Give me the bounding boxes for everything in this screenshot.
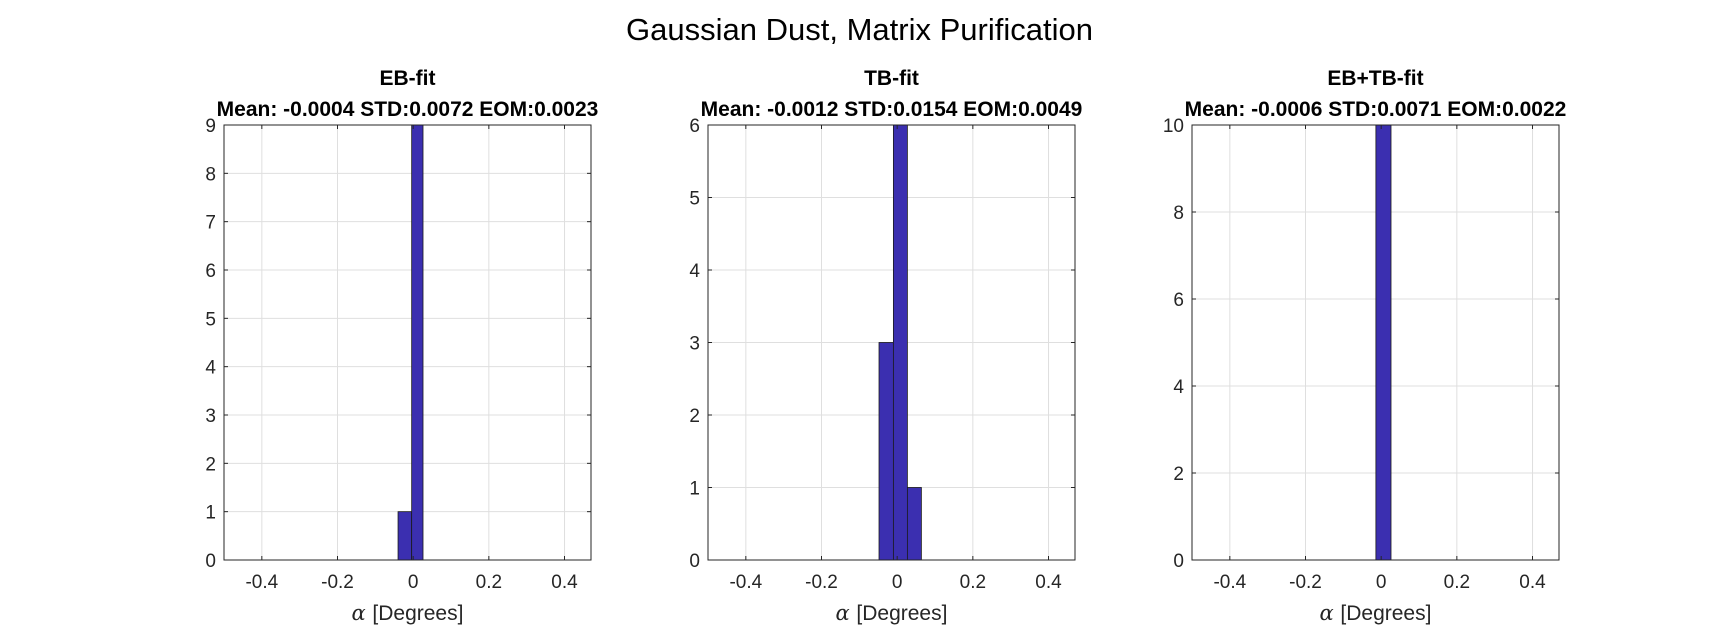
x-axis-unit: [Degrees] bbox=[856, 602, 947, 625]
y-tick-label: 1 bbox=[689, 479, 700, 500]
y-tick-label: 10 bbox=[1163, 116, 1184, 137]
axes-box bbox=[1191, 124, 1560, 561]
x-tick-label: 0.2 bbox=[960, 572, 986, 593]
subplot-stats: Mean: -0.0004 STD:0.0072 EOM:0.0023 bbox=[217, 98, 599, 121]
subplot-title: EB+TB-fit bbox=[1327, 67, 1423, 90]
y-tick-label: 4 bbox=[205, 358, 216, 379]
histogram-bar bbox=[878, 342, 894, 561]
y-tick-label: 5 bbox=[205, 309, 216, 330]
alpha-symbol: α bbox=[352, 601, 373, 625]
x-tick-label: 0 bbox=[1376, 572, 1387, 593]
alpha-symbol: α bbox=[1320, 601, 1341, 625]
y-tick-label: 0 bbox=[689, 551, 700, 572]
histogram-bar bbox=[906, 487, 922, 561]
y-tick-label: 5 bbox=[689, 189, 700, 210]
x-tick-label: 0.4 bbox=[1035, 572, 1062, 593]
x-axis-label: α [Degrees] bbox=[352, 601, 464, 625]
histogram-bar bbox=[411, 124, 424, 561]
y-tick-label: 3 bbox=[689, 334, 700, 355]
subplot-2: -0.4 -0.2 0 0.2 0.4 0 1 2 3 4 5 6 TB-fit Mean: -0.001… bbox=[689, 67, 1082, 625]
y-tick-label: 2 bbox=[689, 406, 700, 427]
axes-box bbox=[223, 124, 592, 561]
x-tick-label: -0.2 bbox=[805, 572, 838, 593]
x-tick-label: -0.4 bbox=[245, 572, 278, 593]
y-tick-label: 0 bbox=[205, 551, 216, 572]
x-axis-label: α [Degrees] bbox=[836, 601, 948, 625]
figure-title: Gaussian Dust, Matrix Purification bbox=[626, 12, 1093, 47]
histogram-bar bbox=[892, 124, 908, 561]
histogram-bar bbox=[1375, 124, 1392, 561]
alpha-symbol: α bbox=[836, 601, 857, 625]
y-tick-label: 6 bbox=[205, 261, 216, 282]
x-tick-label: 0.2 bbox=[476, 572, 502, 593]
y-tick-label: 9 bbox=[205, 116, 216, 137]
x-tick-label: -0.2 bbox=[1289, 572, 1322, 593]
y-tick-label: 7 bbox=[205, 213, 216, 234]
subplot-stats: Mean: -0.0006 STD:0.0071 EOM:0.0022 bbox=[1185, 98, 1567, 121]
x-tick-label: -0.4 bbox=[729, 572, 762, 593]
histogram-bar bbox=[397, 511, 413, 561]
y-tick-label: 6 bbox=[1173, 290, 1184, 311]
subplot-title: EB-fit bbox=[380, 67, 436, 90]
x-tick-label: 0.2 bbox=[1444, 572, 1470, 593]
subplot-1: -0.4 -0.2 0 0.2 0.4 0 1 2 3 4 5 6 7 8 9 EB-fit Mean: -0.… bbox=[205, 67, 598, 625]
x-tick-label: 0 bbox=[892, 572, 903, 593]
x-tick-label: 0.4 bbox=[1519, 572, 1546, 593]
subplot-stats: Mean: -0.0012 STD:0.0154 EOM:0.0049 bbox=[701, 98, 1083, 121]
y-tick-label: 8 bbox=[1173, 203, 1184, 224]
y-tick-label: 4 bbox=[689, 261, 700, 282]
x-axis-label: α [Degrees] bbox=[1320, 601, 1432, 625]
y-tick-label: 3 bbox=[205, 406, 216, 427]
x-tick-label: 0.4 bbox=[551, 572, 578, 593]
y-tick-label: 2 bbox=[205, 454, 216, 475]
x-tick-label: -0.2 bbox=[321, 572, 354, 593]
x-tick-label: 0 bbox=[408, 572, 419, 593]
x-tick-label: -0.4 bbox=[1213, 572, 1246, 593]
y-tick-label: 0 bbox=[1173, 551, 1184, 572]
subplot-3: -0.4 -0.2 0 0.2 0.4 0 2 4 6 8 10 EB+TB-fit Mean: -0.… bbox=[1163, 67, 1566, 625]
x-axis-unit: [Degrees] bbox=[1340, 602, 1431, 625]
y-tick-label: 6 bbox=[689, 116, 700, 137]
y-tick-label: 1 bbox=[205, 503, 216, 524]
y-tick-label: 2 bbox=[1173, 464, 1184, 485]
x-axis-unit: [Degrees] bbox=[372, 602, 463, 625]
y-tick-label: 4 bbox=[1173, 377, 1184, 398]
subplot-title: TB-fit bbox=[864, 67, 919, 90]
y-tick-label: 8 bbox=[205, 164, 216, 185]
plot-area bbox=[224, 125, 591, 560]
